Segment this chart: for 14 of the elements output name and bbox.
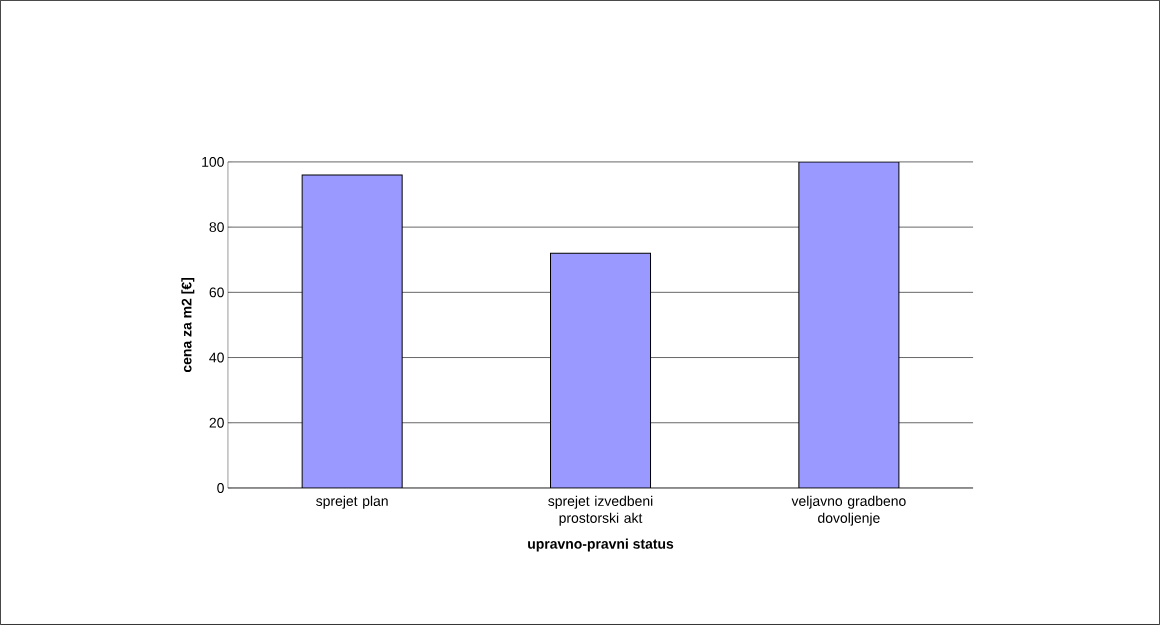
y-tick-label: 100 [202,157,224,167]
bar [798,161,900,489]
x-tick-label: sprejet plan [316,495,388,509]
y-tick-label: 60 [209,287,224,298]
y-tick-label: 80 [209,222,224,233]
y-tick-label: 0 [217,483,224,493]
x-axis-title: upravno-pravni status [528,538,674,552]
y-tick-label: 40 [209,352,224,363]
x-tick-label: veljavno gradbeno dovoljenje [791,495,906,526]
bar [550,252,652,489]
x-tick-label: sprejet izvedbeni prostorski akt [548,495,653,526]
y-tick-label: 20 [209,417,224,428]
bar [301,174,403,489]
y-axis-title: cena za m2 [€] [181,278,195,373]
